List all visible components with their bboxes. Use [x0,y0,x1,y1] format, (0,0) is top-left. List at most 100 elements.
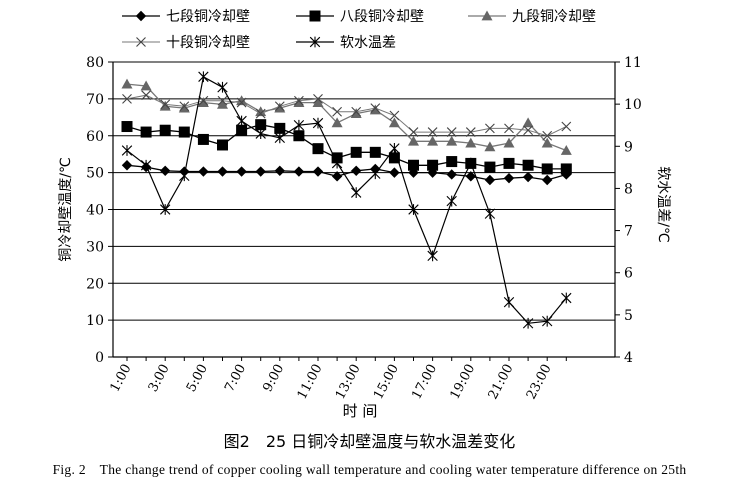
data-point [370,168,381,180]
data-point [484,174,496,186]
data-point [388,117,400,128]
y-tick-label-left: 30 [86,239,104,255]
y-tick-label-right: 9 [624,139,633,155]
data-point [178,126,190,138]
data-point [427,127,438,137]
data-point [332,106,342,117]
data-point [389,167,400,178]
data-point [503,137,515,148]
data-point [484,141,496,152]
y-tick-label-left: 50 [86,166,104,182]
data-point [503,296,515,308]
data-point [560,145,572,155]
y-tick-label-left: 20 [86,276,104,292]
figure-caption-cn: 图2 25 日铜冷却壁温度与软水温差变化 [223,432,516,451]
data-point [388,152,400,164]
data-point [141,90,151,101]
y-tick-label-left: 10 [86,313,104,329]
data-point [351,187,362,199]
data-point [465,157,476,169]
data-point [121,145,133,156]
data-point [255,119,267,131]
legend-marker [136,37,146,47]
data-point [159,124,171,136]
data-point [370,103,381,113]
data-point [121,121,133,133]
legend-item-2: 八段铜冷却壁 [296,9,424,25]
legend-label: 十段铜冷却壁 [166,35,250,51]
data-point [522,171,534,183]
data-point [160,204,171,215]
y-axis-label-left: 铜冷却壁温度/℃ [58,157,74,261]
data-point [561,169,572,180]
x-axis-label: 时 间 [343,402,378,420]
data-point [217,166,228,177]
data-point [178,102,190,113]
data-point [198,166,209,177]
data-point [313,93,323,104]
x-tick-label: 1:00 [108,362,135,395]
y-tick-label-right: 7 [624,224,633,240]
data-point [350,108,362,119]
data-point [503,157,515,169]
series-layer [121,71,572,329]
y-tick-label-left: 80 [86,55,104,71]
data-point [389,142,400,154]
data-point [408,204,419,215]
data-point [522,317,534,329]
data-point [160,165,171,176]
data-point [446,169,457,180]
data-point [179,101,190,112]
data-point [369,104,381,115]
data-point [198,71,209,83]
data-point [541,137,553,148]
legend-label: 九段铜冷却壁 [512,9,596,25]
x-tick-label: 17:00 [409,362,440,402]
series-5 [121,71,572,329]
data-point [542,315,553,327]
data-point [217,98,228,109]
series-line [126,75,567,324]
data-point [331,157,343,169]
data-point [121,78,133,89]
y-tick-label-left: 0 [95,350,104,366]
data-point [389,110,400,121]
legend-marker [135,10,147,22]
data-point [331,117,343,128]
legend-item-3: 九段铜冷却壁 [468,9,596,25]
data-point [446,127,457,137]
data-point [236,95,248,106]
y-tick-label-left: 60 [86,129,104,145]
series-4 [122,90,572,141]
data-point [274,101,285,112]
data-point [465,127,476,137]
data-point [217,95,228,106]
data-point [465,137,477,148]
data-point [522,117,534,128]
data-point [122,93,132,104]
series-line [126,83,567,152]
data-point [331,171,343,182]
data-point [293,119,305,131]
data-point [446,156,458,168]
data-point [504,123,514,134]
data-point [369,146,381,158]
x-tick-label: 3:00 [146,362,173,395]
x-tick-label: 19:00 [447,362,478,402]
data-point [217,81,228,93]
y-tick-label-right: 10 [624,97,642,113]
legend-marker [309,36,321,48]
legend-marker [309,10,321,22]
series-2 [121,119,572,175]
legend-item-5: 软水温差 [296,35,396,51]
data-point [465,171,476,182]
data-point [312,143,324,155]
data-point [408,127,419,137]
data-point [140,80,152,91]
data-point [140,159,152,171]
legend-item-4: 十段铜冷却壁 [122,35,250,51]
data-point [274,102,286,113]
data-point [236,97,247,108]
